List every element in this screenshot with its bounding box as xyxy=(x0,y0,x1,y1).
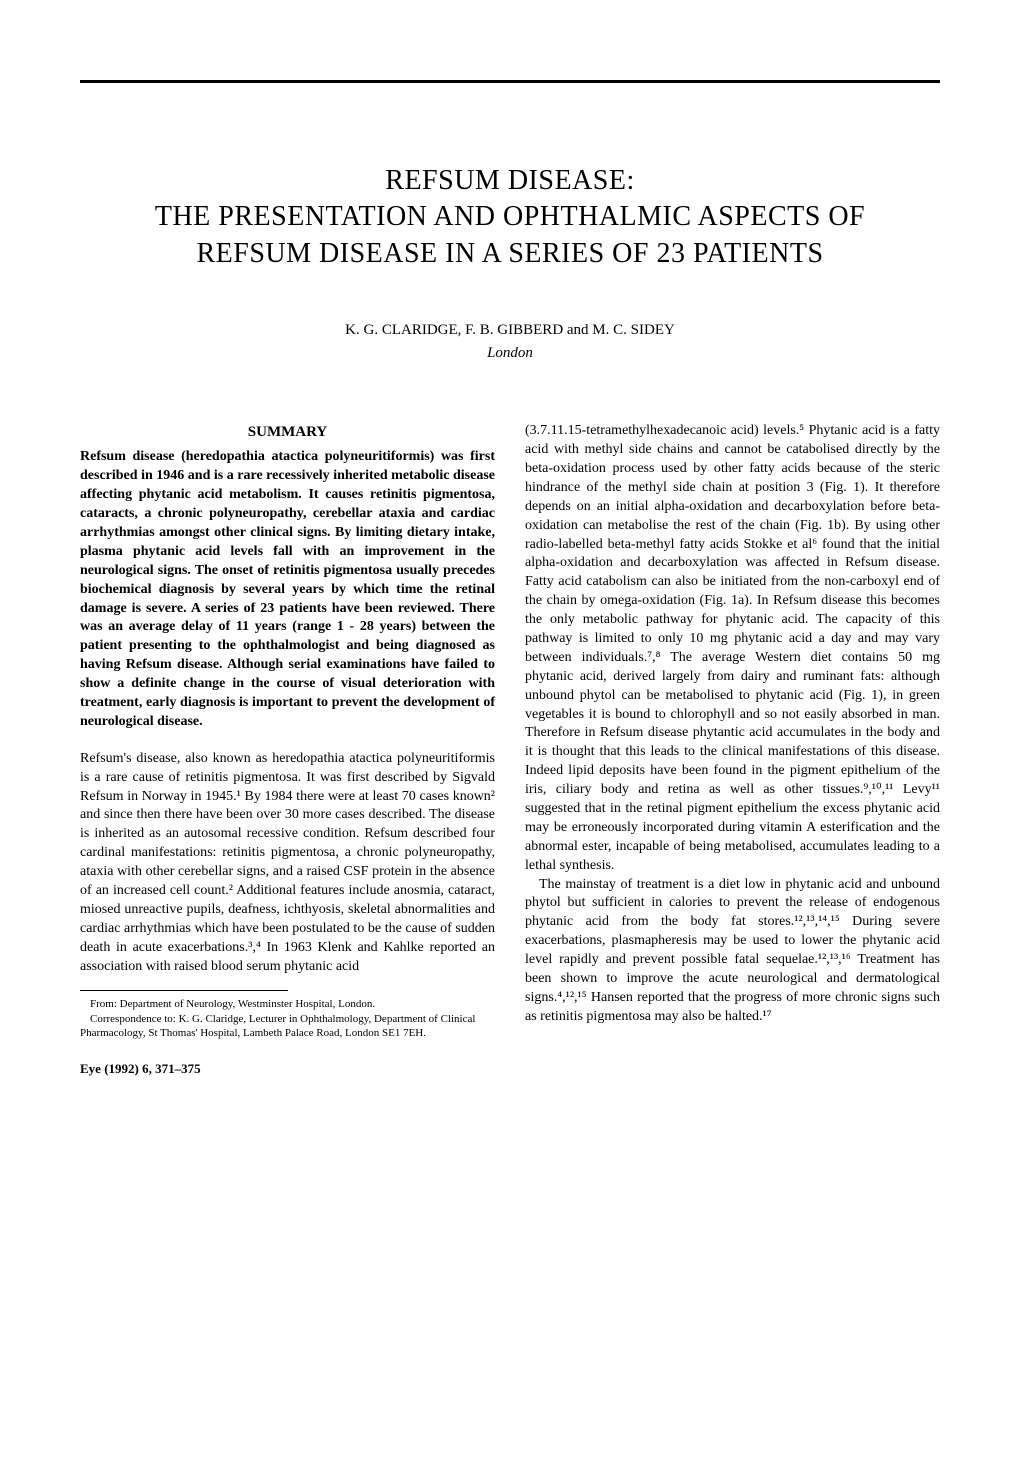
authors: K. G. CLARIDGE, F. B. GIBBERD and M. C. … xyxy=(80,322,940,339)
summary-heading: SUMMARY xyxy=(80,422,495,442)
top-rule xyxy=(80,80,940,83)
right-paragraph-2: The mainstay of treatment is a diet low … xyxy=(525,876,940,1027)
summary-text: Refsum disease (heredopathia atactica po… xyxy=(80,448,495,731)
left-paragraph-1: Refsum's disease, also known as heredopa… xyxy=(80,750,495,977)
left-column: SUMMARY Refsum disease (heredopathia ata… xyxy=(80,422,495,1078)
title-line-1: REFSUM DISEASE: xyxy=(80,163,940,199)
title-line-3: REFSUM DISEASE IN A SERIES OF 23 PATIENT… xyxy=(80,236,940,272)
journal-reference: Eye (1992) 6, 371–375 xyxy=(80,1060,495,1078)
right-column: (3.7.11.15-tetramethylhexadecanoic acid)… xyxy=(525,422,940,1078)
footer-correspondence: Correspondence to: K. G. Claridge, Lectu… xyxy=(80,1012,495,1041)
right-paragraph-1: (3.7.11.15-tetramethylhexadecanoic acid)… xyxy=(525,422,940,875)
footer-from: From: Department of Neurology, Westminst… xyxy=(80,997,495,1011)
footer-rule xyxy=(80,990,288,991)
location: London xyxy=(80,345,940,362)
title-line-2: THE PRESENTATION AND OPHTHALMIC ASPECTS … xyxy=(80,199,940,235)
two-column-layout: SUMMARY Refsum disease (heredopathia ata… xyxy=(80,422,940,1078)
title-block: REFSUM DISEASE: THE PRESENTATION AND OPH… xyxy=(80,163,940,272)
